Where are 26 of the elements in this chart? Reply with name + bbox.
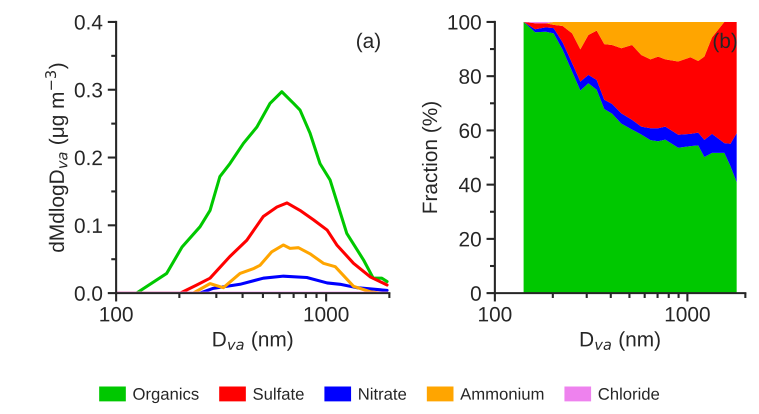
y-tick-label: 0.1 [74,218,102,234]
x-tick-label: 100 [100,306,133,322]
y-tick-label: 0.4 [74,14,102,30]
legend-label: Sulfate [253,388,304,400]
x-tick-label: 1000 [304,306,349,322]
y-tick-label: 0.3 [74,82,102,98]
y-tick-label: 60 [460,123,481,138]
legend-label: Organics [133,388,199,404]
y-axis-title: dMdlogD$_{va}$ (μg m$^{−3}$) [45,64,68,252]
y-tick-label: 40 [458,178,481,192]
y-tick-label: 0.0 [74,286,102,301]
y-tick-label: 0 [470,286,481,301]
y-tick-label: 0.2 [74,150,102,166]
x-axis-title: D$_{va}$ (nm) [213,331,292,351]
legend-label: Ammonium [460,388,544,400]
x-tick-label: 100 [479,306,512,322]
x-tick-label: 1000 [666,306,710,322]
legend-label: Nitrate [359,388,406,400]
x-axis-title: D$_{va}$ (nm) [580,331,660,351]
y-tick-label: 80 [459,69,481,84]
y-axis-title: Fraction (%) [422,102,442,213]
annotation: (a) [357,32,380,52]
legend-label: Chloride [598,388,660,400]
y-tick-label: 100 [448,14,481,30]
y-tick-label: 20 [460,232,481,247]
annotation: (b) [714,32,737,52]
